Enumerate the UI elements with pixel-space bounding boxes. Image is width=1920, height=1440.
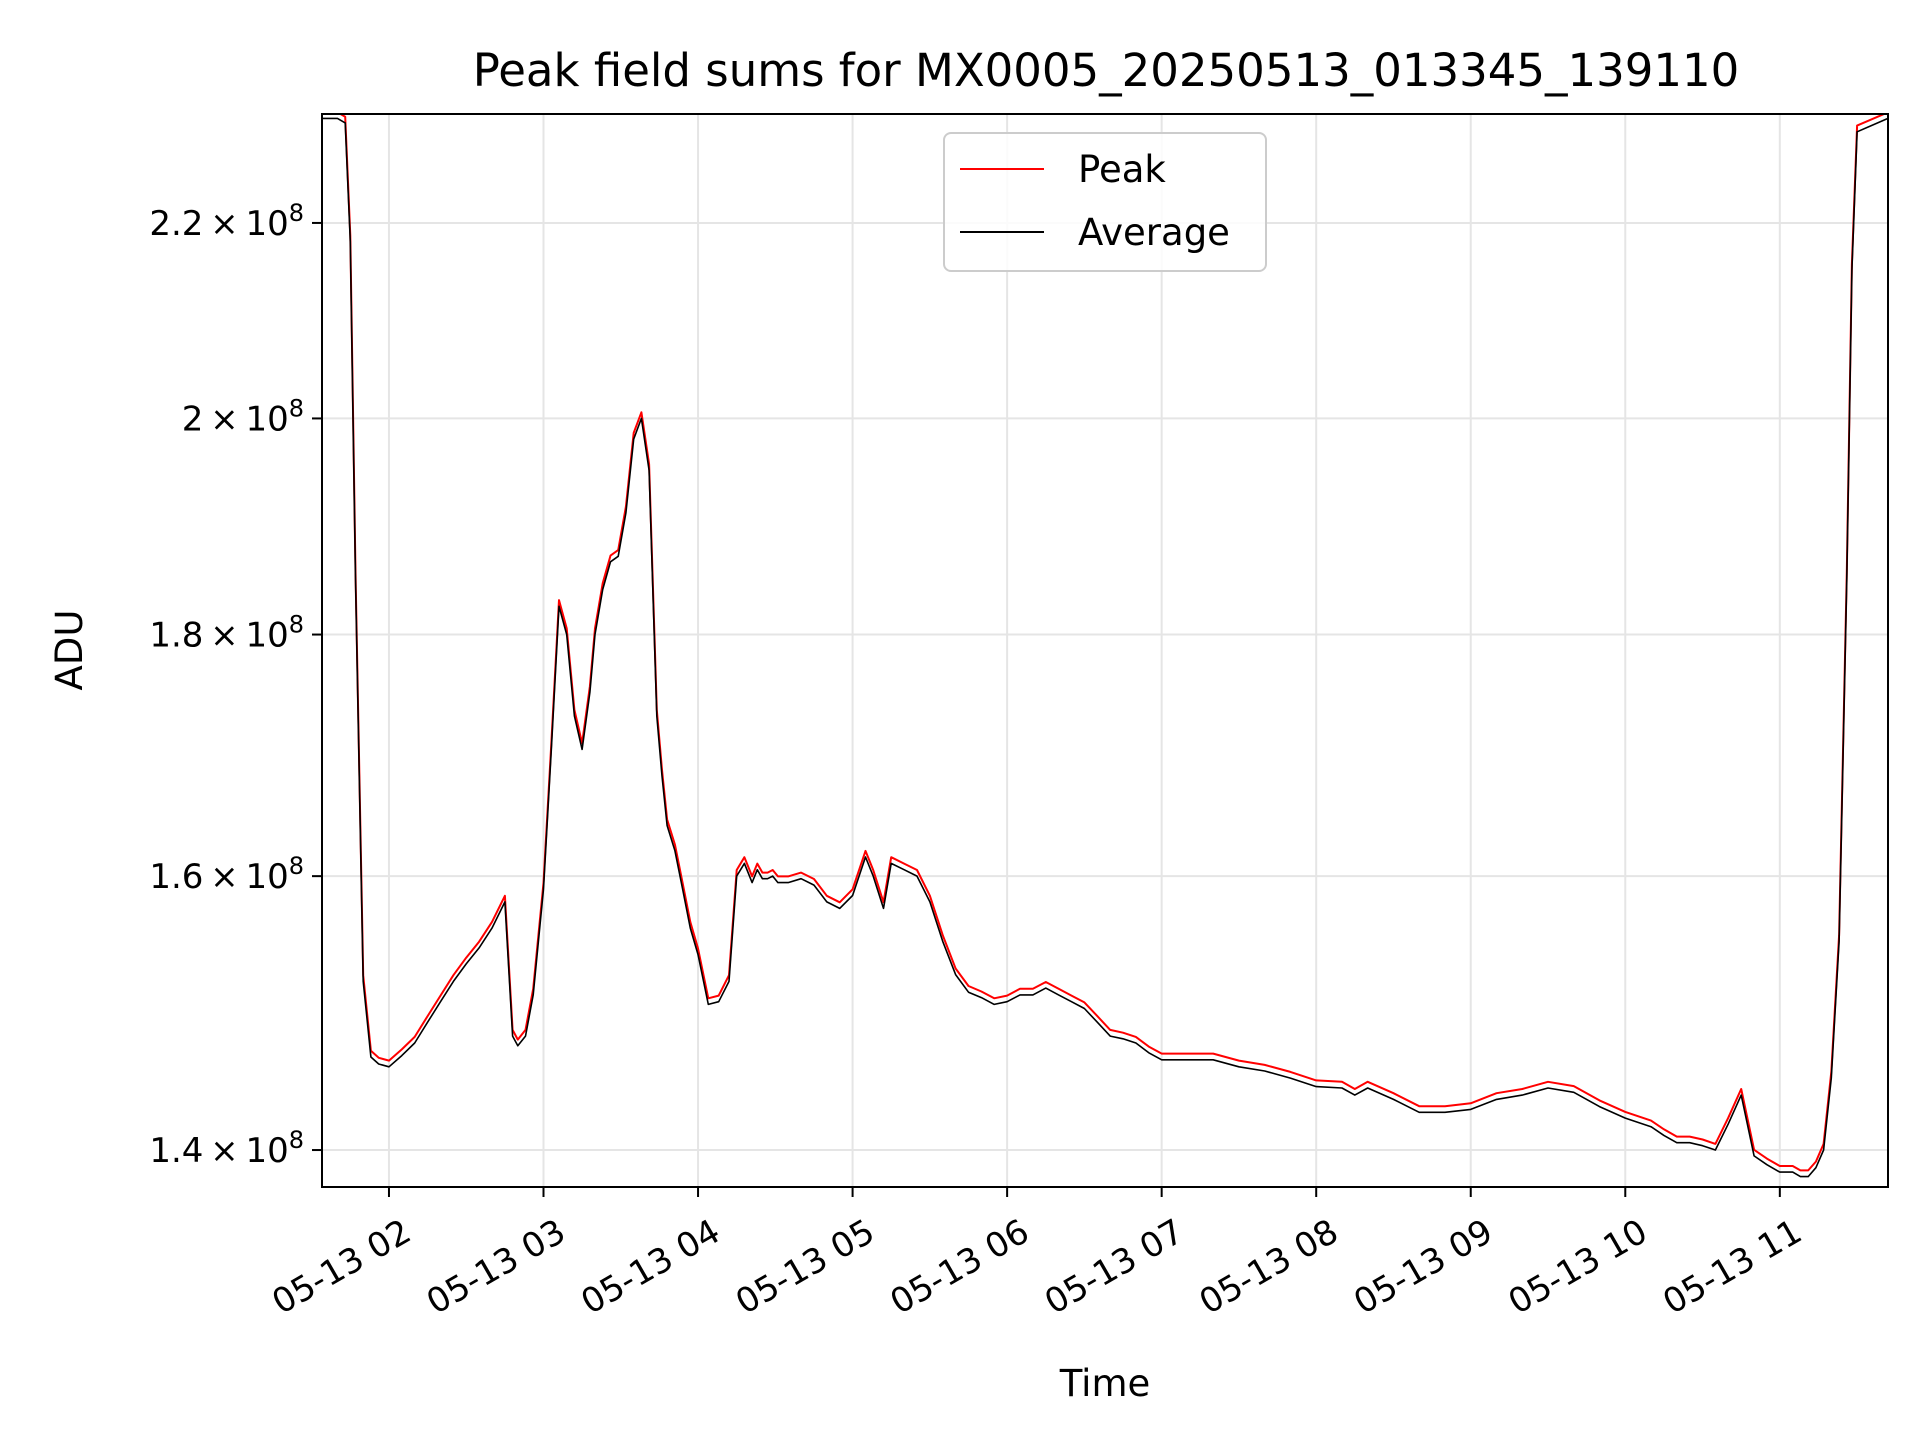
legend-label-average: Average [1078,211,1230,254]
series-line-average [322,117,1888,1178]
chart-title: Peak field sums for MX0005_20250513_0133… [473,44,1740,97]
legend-box [943,132,1267,272]
series-layer [322,114,1888,1178]
plot-frame [321,113,1889,1188]
legend: Peak Average [943,132,1267,272]
y-tick-label: 1.6 × 108 [149,852,304,897]
y-tick-label: 1.4 × 108 [149,1126,304,1171]
y-axis-label: ADU [48,610,91,691]
y-axis: 1.4 × 108 1.6 × 108 1.8 × 108 2 × 108 2.2 × … [149,199,322,1171]
grid [322,114,1888,1187]
y-tick-label: 1.8 × 108 [149,611,304,656]
legend-label-peak: Peak [1078,148,1166,191]
y-tick-label: 2.2 × 108 [149,199,304,244]
x-axis-label: Time [1059,1362,1151,1405]
y-tick-label: 2 × 108 [182,394,304,439]
